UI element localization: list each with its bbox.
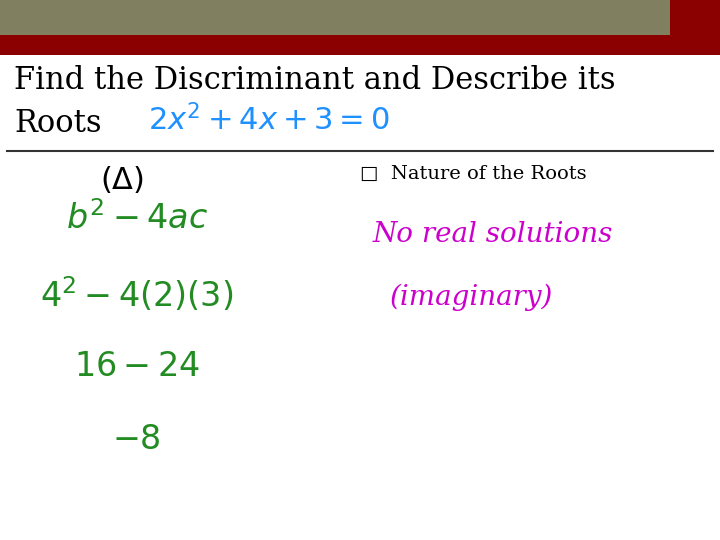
Text: No real solutions: No real solutions [373,221,613,248]
Text: □  Nature of the Roots: □ Nature of the Roots [360,165,587,183]
Text: $2x^2+4x+3=0$: $2x^2+4x+3=0$ [148,105,390,138]
Text: $-8$: $-8$ [112,424,161,456]
Text: Roots: Roots [14,108,102,139]
Text: $4^2 - 4(2)(3)$: $4^2 - 4(2)(3)$ [40,275,233,314]
Text: $(\Delta)$: $(\Delta)$ [100,165,145,195]
FancyBboxPatch shape [0,0,720,35]
Text: $16 - 24$: $16 - 24$ [73,351,200,383]
Text: Find the Discriminant and Describe its: Find the Discriminant and Describe its [14,65,616,96]
FancyBboxPatch shape [0,35,720,55]
Text: $b^2 - 4ac$: $b^2 - 4ac$ [66,201,208,236]
FancyBboxPatch shape [670,0,720,35]
Text: (imaginary): (imaginary) [390,284,553,310]
